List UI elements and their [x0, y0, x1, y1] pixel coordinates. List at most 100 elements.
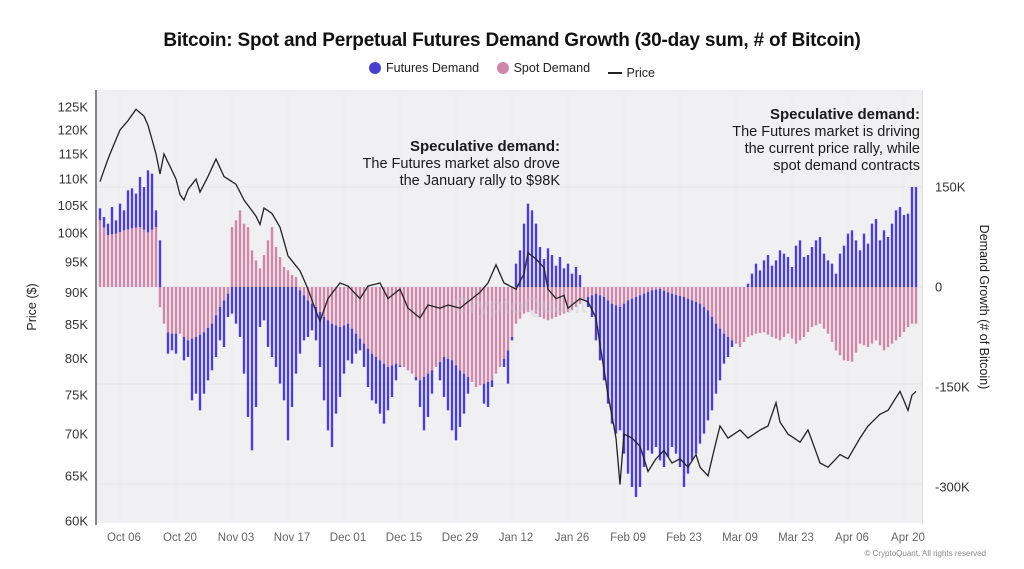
legend: Futures Demand Spot Demand Price	[0, 61, 1024, 80]
futures-bar	[642, 293, 646, 467]
futures-bar	[810, 247, 814, 287]
spot-bar	[826, 287, 830, 334]
futures-bar	[334, 325, 338, 414]
futures-bar	[886, 237, 890, 287]
futures-bar	[214, 315, 218, 357]
spot-bar	[886, 287, 890, 347]
spot-bar	[574, 287, 578, 307]
spot-bar	[486, 287, 490, 382]
spot-bar	[458, 287, 462, 371]
legend-item-spot[interactable]: Spot Demand	[496, 61, 590, 75]
futures-bar	[850, 230, 854, 287]
annotation-january-line2: the January rally to $98K	[399, 173, 560, 189]
y-left-tick-label: 65K	[65, 468, 88, 483]
spot-bar	[518, 287, 522, 319]
spot-bar	[622, 287, 626, 304]
spot-bar	[146, 232, 150, 287]
spot-bar	[422, 287, 426, 377]
spot-bar	[846, 287, 850, 361]
futures-bar	[458, 370, 462, 427]
spot-bar	[426, 287, 430, 374]
y-left-tick-label: 100K	[58, 225, 89, 240]
spot-bar	[498, 287, 502, 367]
spot-bar	[282, 267, 286, 287]
futures-bar	[686, 298, 690, 474]
legend-label-futures: Futures Demand	[386, 61, 480, 75]
spot-bar	[626, 287, 630, 301]
futures-bar	[622, 303, 626, 454]
spot-bar	[658, 287, 662, 289]
spot-bar	[822, 287, 826, 329]
legend-item-price[interactable]: Price	[607, 66, 655, 80]
spot-bar	[170, 287, 174, 334]
futures-bar	[790, 267, 794, 287]
futures-bar	[270, 287, 274, 357]
futures-bar	[626, 300, 630, 474]
spot-bar	[562, 287, 566, 314]
futures-bar	[514, 263, 518, 287]
futures-bar	[118, 203, 122, 232]
futures-bar	[770, 265, 774, 287]
futures-bar	[774, 260, 778, 287]
spot-bar	[542, 287, 546, 319]
spot-bar	[722, 287, 726, 334]
spot-bar	[702, 287, 706, 307]
futures-bar	[750, 273, 754, 287]
spot-bar	[634, 287, 638, 297]
spot-bar	[522, 287, 526, 314]
spot-bar	[102, 227, 106, 287]
futures-bar	[150, 173, 154, 230]
x-tick-label: Apr 20	[891, 532, 925, 544]
spot-bar	[106, 235, 110, 287]
spot-bar	[138, 227, 142, 287]
futures-bar	[370, 353, 374, 401]
x-tick-label: Jan 26	[555, 532, 590, 544]
spot-bar	[790, 287, 794, 339]
spot-bar	[234, 220, 238, 287]
spot-bar	[878, 287, 882, 346]
legend-item-futures[interactable]: Futures Demand	[369, 61, 479, 75]
spot-bar	[834, 287, 838, 351]
spot-bar	[338, 287, 342, 327]
spot-bar	[290, 275, 294, 287]
y-right-tick-label: -150K	[935, 380, 970, 395]
futures-bar	[142, 187, 146, 230]
futures-bar	[546, 248, 550, 287]
spot-bar	[378, 287, 382, 361]
spot-bar	[470, 287, 474, 382]
spot-bar	[738, 287, 742, 347]
spot-bar	[298, 287, 302, 291]
spot-bar	[510, 287, 514, 337]
spot-bar	[482, 287, 486, 384]
spot-bar	[890, 287, 894, 344]
spot-bar	[530, 287, 534, 311]
futures-bar	[114, 220, 118, 234]
spot-bar	[150, 229, 154, 287]
futures-bar	[190, 338, 194, 401]
spot-bar	[334, 287, 338, 326]
spot-bar	[630, 287, 634, 299]
spot-bar	[362, 287, 366, 344]
left-axis-label: Price ($)	[25, 283, 39, 330]
futures-bar	[222, 300, 226, 347]
futures-bar	[666, 292, 670, 457]
spot-bar	[358, 287, 362, 339]
spot-bar	[406, 287, 410, 371]
futures-bar	[282, 287, 286, 401]
futures-bar	[766, 255, 770, 287]
futures-bar	[194, 337, 198, 394]
futures-bar	[786, 257, 790, 287]
spot-bar	[650, 287, 654, 291]
spot-bar	[778, 287, 782, 341]
spot-bar	[902, 287, 906, 332]
futures-bar	[242, 287, 246, 374]
spot-bar	[354, 287, 358, 334]
y-right-tick-label: 150K	[935, 180, 966, 195]
spot-bar	[582, 287, 586, 301]
futures-bar	[210, 323, 214, 371]
futures-bar	[274, 287, 278, 367]
x-tick-label: Mar 23	[778, 532, 814, 544]
futures-bar	[398, 365, 402, 367]
futures-bar	[914, 187, 918, 287]
futures-bar	[542, 259, 546, 287]
